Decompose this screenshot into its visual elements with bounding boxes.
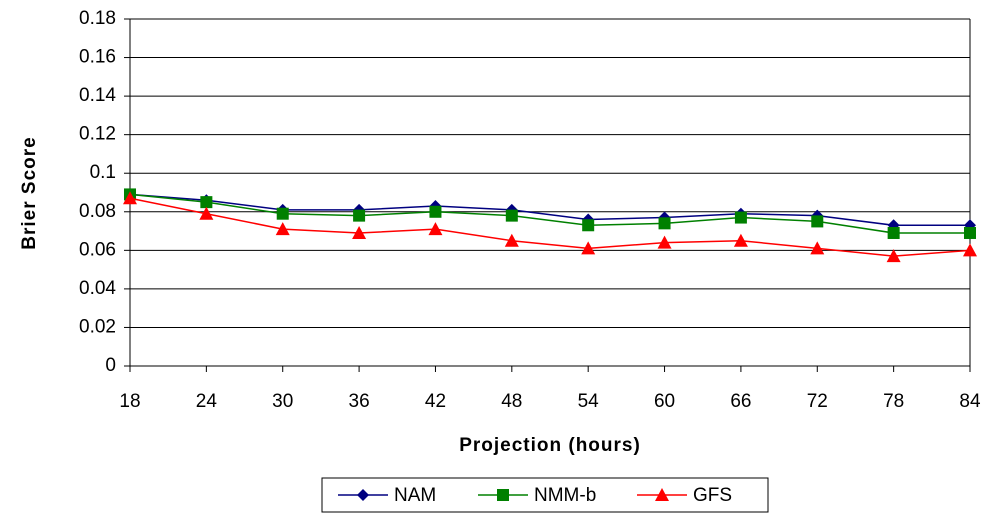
marker — [811, 215, 824, 228]
series-line — [129, 193, 970, 234]
marker — [353, 209, 366, 222]
legend-label: NMM-b — [534, 485, 596, 506]
x-tick-label: 60 — [654, 391, 675, 412]
marker — [429, 205, 442, 218]
marker — [505, 209, 518, 222]
legend-label: GFS — [693, 485, 732, 506]
y-tick-label: 0.04 — [79, 278, 116, 299]
marker — [964, 226, 976, 239]
y-tick-label: 0.06 — [79, 239, 116, 260]
x-tick-label: 54 — [578, 391, 600, 412]
x-tick-label: 18 — [119, 391, 140, 412]
legend-label: NAM — [394, 485, 436, 506]
x-tick-label: 48 — [501, 391, 522, 412]
y-tick-label: 0.16 — [79, 47, 116, 68]
marker — [887, 226, 900, 239]
x-tick-label: 84 — [959, 391, 981, 412]
marker — [352, 225, 367, 239]
marker — [734, 211, 747, 224]
y-tick-label: 0.02 — [79, 316, 116, 337]
x-tick-label: 66 — [730, 391, 751, 412]
marker — [733, 233, 748, 247]
x-axis-title: Projection (hours) — [459, 435, 641, 456]
x-tick-label: 72 — [807, 391, 828, 412]
marker — [504, 233, 519, 247]
marker — [963, 243, 977, 257]
series-line — [129, 197, 971, 257]
y-tick-label: 0.08 — [79, 201, 116, 222]
marker — [276, 207, 289, 220]
legend-marker — [655, 488, 669, 501]
marker — [428, 222, 443, 236]
legend-marker — [357, 489, 369, 501]
marker — [581, 241, 596, 255]
marker — [123, 191, 137, 205]
legend-marker — [497, 489, 509, 501]
x-tick-label: 36 — [349, 391, 370, 412]
marker — [199, 206, 214, 220]
y-tick-label: 0.18 — [79, 8, 116, 29]
marker — [275, 222, 290, 236]
x-tick-label: 24 — [196, 391, 218, 412]
y-tick-label: 0 — [105, 355, 116, 376]
marker — [200, 196, 213, 209]
legend-box — [321, 477, 769, 513]
series-line — [129, 193, 970, 227]
y-tick-label: 0.14 — [79, 85, 116, 106]
marker — [886, 249, 901, 263]
x-tick-label: 78 — [883, 391, 904, 412]
y-tick-label: 0.12 — [79, 124, 116, 145]
x-tick-label: 42 — [425, 391, 446, 412]
y-tick-label: 0.1 — [90, 162, 116, 183]
marker — [657, 235, 672, 249]
marker — [658, 217, 671, 230]
x-tick-label: 30 — [272, 391, 293, 412]
marker — [582, 219, 595, 232]
y-axis-title: Brier Score — [19, 136, 40, 249]
marker — [810, 241, 825, 255]
